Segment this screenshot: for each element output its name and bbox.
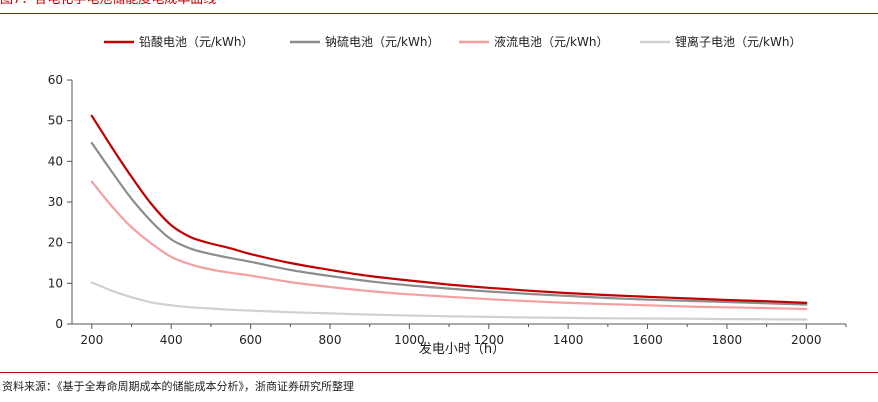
series-line-4 — [90, 281, 808, 321]
x-tick-label: 1400 — [553, 333, 584, 347]
bottom-divider — [0, 372, 878, 373]
line-chart: 铅酸电池（元/kWh） 钠硫电池（元/kWh） 液流电池（元/kWh） 锂离子电池（元… — [48, 34, 847, 357]
x-tick-label: 200 — [80, 333, 103, 347]
chart-axes: 0 10 20 30 40 50 60 200 400 600 800 1000 1200 1400 160… — [48, 73, 847, 347]
series-line-1 — [90, 114, 808, 304]
x-axis-label: 发电小时（h） — [419, 341, 505, 357]
top-divider — [0, 13, 878, 14]
legend-label-1: 铅酸电池（元/kWh） — [139, 34, 253, 49]
x-tick-label: 1600 — [632, 333, 663, 347]
x-tick-label: 1200 — [473, 333, 504, 347]
chart-series — [90, 114, 808, 321]
legend-label-4: 锂离子电池（元/kWh） — [675, 34, 801, 49]
y-tick-label: 30 — [48, 195, 63, 209]
x-tick-label: 1000 — [394, 333, 425, 347]
y-tick-label: 50 — [48, 114, 63, 128]
chart-legend: 铅酸电池（元/kWh） 钠硫电池（元/kWh） 液流电池（元/kWh） 锂离子电池（元… — [104, 34, 801, 49]
x-tick-label: 800 — [319, 333, 342, 347]
legend-label-3: 液流电池（元/kWh） — [494, 34, 608, 49]
y-tick-label: 60 — [48, 73, 63, 87]
y-tick-label: 20 — [48, 236, 63, 250]
legend-label-2: 钠硫电池（元/kWh） — [325, 34, 439, 49]
y-tick-label: 40 — [48, 154, 63, 168]
y-tick-label: 10 — [48, 276, 63, 290]
x-tick-label: 2000 — [791, 333, 822, 347]
x-tick-label: 600 — [239, 333, 262, 347]
figure-title: 图7：各电化学电池储能度电成本曲线 — [0, 0, 216, 9]
source-note: 资料来源：《基于全寿命周期成本的储能成本分析》，浙商证券研究所整理 — [2, 380, 354, 393]
series-line-2 — [90, 141, 808, 306]
x-tick-label: 1800 — [712, 333, 743, 347]
x-tick-label: 400 — [160, 333, 183, 347]
y-tick-label: 0 — [55, 317, 63, 331]
series-line-3 — [90, 180, 808, 311]
